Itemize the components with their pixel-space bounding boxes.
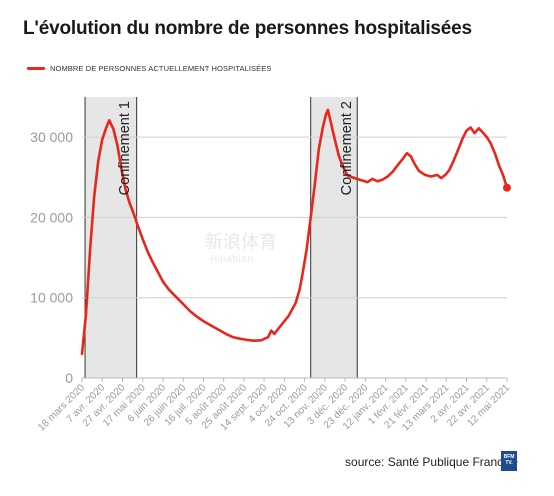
legend: NOMBRE DE PERSONNES ACTUELLEMENT HOSPITA…	[27, 62, 271, 74]
gridlines	[82, 136, 507, 379]
lockdown-bands	[84, 97, 358, 378]
legend-swatch	[27, 66, 45, 70]
chart-title: L'évolution du nombre de personnes hospi…	[23, 18, 472, 39]
source-text: source: Santé Publique France	[345, 455, 510, 469]
y-axis: 0 10 000 20 000 30 000	[30, 129, 73, 386]
watermark: 新浪体育	[205, 232, 277, 252]
lockdown-label: Confinement 1	[117, 101, 133, 195]
lockdown-band	[85, 97, 137, 378]
y-tick-label: 30 000	[30, 129, 73, 145]
series-line	[80, 108, 509, 356]
y-tick-label: 0	[65, 370, 73, 386]
y-tick-label: 10 000	[30, 290, 73, 306]
bfm-logo-icon: BFM TV.	[501, 451, 517, 471]
series-end-point	[503, 183, 511, 192]
y-tick-label: 20 000	[30, 209, 73, 225]
annotation-labels: Confinement 1 Confinement 2	[117, 101, 355, 195]
lockdown-label: Confinement 2	[339, 101, 355, 195]
lockdown-band	[310, 97, 358, 378]
series-layer	[80, 108, 511, 356]
legend-label: NOMBRE DE PERSONNES ACTUELLEMENT HOSPITA…	[50, 63, 272, 73]
watermark-sub: Hinabian	[210, 254, 254, 265]
source-line: source: Santé Publique France •	[345, 455, 518, 469]
